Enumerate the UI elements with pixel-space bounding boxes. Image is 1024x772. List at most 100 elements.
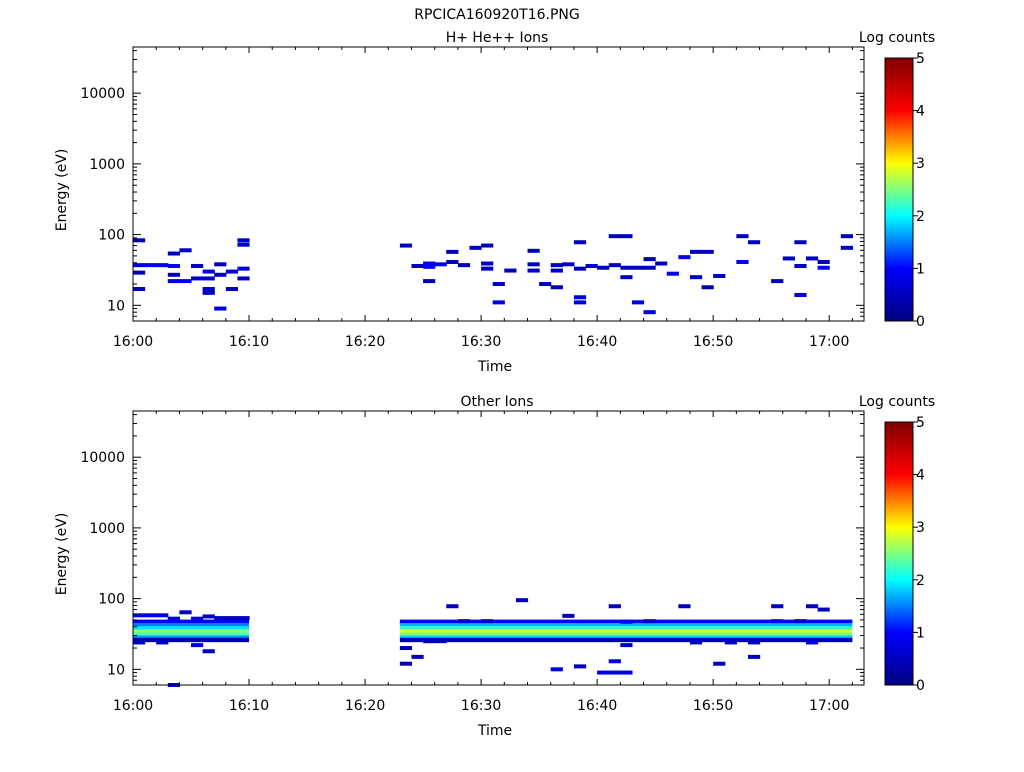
heatmap-cell: [423, 261, 436, 266]
heatmap-cell: [724, 640, 737, 645]
heatmap-cell: [689, 640, 703, 645]
heatmap-cell: [608, 263, 621, 268]
heatmap-cell: [678, 604, 691, 609]
plot-axes: 16:00 16:10 16:20 16:30 16:40 16:50 17:00 10 100…: [80, 46, 865, 350]
heatmap-cell: [643, 257, 656, 262]
heatmap-cell: [411, 654, 424, 659]
heatmap-cell: [457, 619, 471, 624]
heatmap-cell: [620, 234, 633, 239]
heatmap-cell: [481, 266, 494, 271]
heatmap-cell: [550, 268, 563, 273]
heatmap-cell: [179, 610, 192, 615]
heatmap-cell: [167, 279, 180, 284]
heatmap-cell: [771, 604, 784, 609]
y-tick-label: 10000: [80, 450, 125, 466]
heatmap-cell: [701, 249, 714, 254]
panel-h-he-ions: H+ He++ Ions Log counts Time Energy (eV)…: [54, 30, 935, 375]
heatmap-cell: [539, 282, 552, 287]
heatmap-cell: [655, 261, 668, 266]
heatmap-band-row: [399, 637, 853, 643]
heatmap-cell: [481, 243, 494, 248]
heatmap-cell: [689, 249, 703, 254]
heatmap-cell: [423, 279, 436, 284]
x-axis-label: Time: [477, 723, 512, 739]
heatmap-cell: [643, 619, 656, 624]
heatmap-band-row: [133, 632, 250, 637]
heatmap-cell: [585, 263, 598, 268]
x-tick-label: 17:00: [809, 334, 849, 350]
colorbar-tick-label: 3: [916, 520, 925, 536]
heatmap-cell: [805, 640, 819, 645]
heatmap-cell: [608, 659, 621, 664]
y-axis-label: Energy (eV): [54, 513, 70, 596]
colorbar-tick-label: 3: [916, 156, 925, 172]
heatmap-cell: [133, 263, 146, 268]
x-tick-label: 16:10: [229, 698, 269, 714]
panel-other-ions: Other Ions Log counts Time Energy (eV) 1…: [54, 394, 935, 739]
colorbar-gradient: [884, 57, 914, 322]
heatmap-cell: [817, 265, 830, 270]
heatmap-cell: [736, 234, 749, 239]
heatmap-cell: [214, 616, 227, 621]
heatmap-cell: [573, 240, 587, 245]
heatmap-cells: [133, 234, 853, 315]
heatmap-cell: [156, 613, 169, 618]
heatmap-cell: [747, 640, 761, 645]
heatmap-cell: [550, 285, 563, 290]
heatmap-cell: [620, 619, 633, 624]
y-tick-label: 100: [98, 228, 125, 244]
heatmap-cell: [237, 266, 250, 271]
heatmap-cell: [643, 265, 656, 270]
heatmap-cell: [225, 616, 239, 621]
x-tick-label: 16:50: [693, 698, 733, 714]
x-tick-label: 16:10: [229, 334, 269, 350]
heatmap-cell: [214, 272, 227, 277]
colorbar-tick-label: 2: [916, 573, 925, 589]
heatmap-cell: [550, 667, 563, 672]
heatmap-cell: [631, 265, 645, 270]
heatmap-cell: [794, 292, 807, 297]
heatmap-cell: [237, 238, 250, 243]
y-tick-label: 1000: [89, 157, 125, 173]
heatmap-cell: [423, 639, 436, 644]
heatmap-cell: [133, 640, 146, 645]
heatmap-cell: [225, 287, 239, 292]
colorbar-label: Log counts: [859, 30, 935, 46]
heatmap-cell: [840, 245, 853, 250]
heatmap-cell: [817, 259, 830, 264]
heatmap-cell: [446, 259, 459, 264]
heatmap-cell: [562, 613, 575, 618]
heatmap-cell: [167, 616, 180, 621]
heatmap-cell: [399, 243, 413, 248]
colorbar-tick-label: 1: [916, 625, 925, 641]
heatmap-cell: [446, 249, 459, 254]
heatmap-cell: [156, 640, 169, 645]
heatmap-cell: [608, 670, 621, 675]
colorbar-tick-label: 2: [916, 209, 925, 225]
heatmap-cell: [840, 234, 853, 239]
heatmap-band-row: [133, 619, 250, 624]
heatmap-cell: [399, 661, 413, 666]
heatmap-cell: [191, 616, 204, 621]
heatmap-cell: [492, 300, 505, 305]
heatmap-cell: [805, 256, 819, 261]
heatmap-cell: [504, 268, 517, 273]
heatmap-cell: [481, 261, 494, 266]
x-tick-label: 16:40: [577, 334, 617, 350]
heatmap-cell: [144, 613, 157, 618]
y-axis-label: Energy (eV): [54, 149, 70, 232]
colorbar-tick-label: 1: [916, 261, 925, 277]
heatmap-cell: [237, 276, 250, 281]
heatmap-cell: [597, 265, 610, 270]
x-tick-label: 16:00: [113, 698, 153, 714]
heatmap-cell: [133, 270, 146, 275]
heatmap-band-row: [399, 635, 853, 640]
x-tick-label: 16:50: [693, 334, 733, 350]
heatmap-cell: [620, 265, 633, 270]
heatmap-cell: [167, 251, 180, 256]
heatmap-cell: [573, 295, 587, 300]
heatmap-cell: [608, 604, 621, 609]
heatmap-cell: [237, 242, 250, 247]
heatmap-cell: [446, 604, 459, 609]
heatmap-cell: [492, 282, 505, 287]
